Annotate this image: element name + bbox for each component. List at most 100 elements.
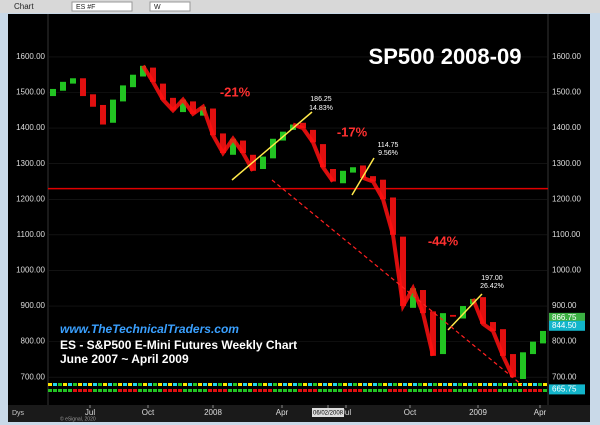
indicator-dot (533, 383, 537, 386)
indicator-dot (513, 383, 517, 386)
indicator-dot (473, 389, 477, 392)
y-tick-label-right: 1300.00 (552, 159, 581, 168)
indicator-dot (83, 389, 87, 392)
annotation: 9.56% (378, 150, 398, 157)
indicator-dot (98, 383, 102, 386)
x-tick-label: Oct (404, 408, 417, 417)
indicator-dot (418, 383, 422, 386)
indicator-dot (268, 383, 272, 386)
candle (80, 78, 86, 97)
indicator-dot (278, 383, 282, 386)
candle (340, 170, 346, 184)
candle (480, 297, 486, 324)
indicator-dot (103, 389, 107, 392)
interval[interactable]: W (154, 4, 161, 11)
candle (60, 81, 66, 91)
annotation: 197.00 (481, 275, 503, 282)
indicator-dot (473, 383, 477, 386)
indicator-dot (138, 389, 142, 392)
indicator-dot (283, 383, 287, 386)
indicator-dot (83, 383, 87, 386)
y-tick-label-right: 900.00 (552, 301, 577, 310)
indicator-dot (453, 389, 457, 392)
indicator-dot (188, 383, 192, 386)
decline-overlay (141, 64, 255, 172)
y-tick-label-right: 1200.00 (552, 194, 581, 203)
indicator-dot (543, 389, 547, 392)
symbol-box[interactable] (71, 1, 133, 12)
indicator-dot (73, 383, 77, 386)
candle (370, 176, 376, 182)
indicator-dot (408, 383, 412, 386)
indicator-dot (443, 389, 447, 392)
indicator-dot (323, 389, 327, 392)
indicator-dot (78, 383, 82, 386)
indicator-dot (373, 389, 377, 392)
candle (420, 290, 426, 314)
interval-box[interactable] (149, 1, 191, 12)
trend-line (447, 293, 483, 331)
indicator-dot (108, 389, 112, 392)
y-tick-label: 1000.00 (16, 266, 45, 275)
indicator-dot (468, 389, 472, 392)
candle (190, 101, 196, 114)
indicator-dot (398, 383, 402, 386)
indicator-dot (133, 389, 137, 392)
candle (120, 85, 126, 102)
candle (240, 140, 246, 154)
indicator-dot (153, 383, 157, 386)
decline-overlay (471, 298, 515, 379)
indicator-dot (273, 383, 277, 386)
indicator-dot (148, 383, 152, 386)
indicator-dot (513, 389, 517, 392)
y-tick-label-right: 1100.00 (552, 230, 581, 239)
indicator-dot (248, 389, 252, 392)
y-tick-label: 1600.00 (16, 52, 45, 61)
symbol[interactable]: ES #F (76, 4, 95, 11)
indicator-dot (58, 389, 62, 392)
indicator-dot (253, 383, 257, 386)
indicator-dot (393, 389, 397, 392)
indicator-dot (218, 383, 222, 386)
indicator-dot (113, 389, 117, 392)
annotation: -17% (337, 124, 368, 139)
candle (510, 354, 516, 378)
indicator-dot (118, 383, 122, 386)
indicator-dot (273, 389, 277, 392)
indicator-dot (348, 383, 352, 386)
annotation: 14.83% (309, 105, 333, 112)
indicator-dot (138, 383, 142, 386)
indicator-dot (543, 383, 547, 386)
indicator-dot (448, 389, 452, 392)
candle (400, 236, 406, 307)
y-tick-label: 1300.00 (16, 159, 45, 168)
indicator-dot (243, 389, 247, 392)
candle (140, 65, 146, 77)
indicator-dot (363, 383, 367, 386)
x-tick-label: Jul (85, 408, 95, 417)
indicator-dot (498, 383, 502, 386)
indicator-dot (378, 389, 382, 392)
indicator-dot (428, 389, 432, 392)
indicator-dot (148, 389, 152, 392)
indicator-dot (333, 389, 337, 392)
indicator-dot (523, 383, 527, 386)
indicator-dot (208, 383, 212, 386)
candle (50, 88, 56, 97)
price-tag-label: 866.75 (552, 313, 577, 322)
indicator-dot (133, 383, 137, 386)
indicator-dot (78, 389, 82, 392)
indicator-dot (343, 383, 347, 386)
indicator-dot (503, 383, 507, 386)
indicator-dot (53, 389, 57, 392)
x-tick-label: Oct (142, 408, 155, 417)
indicator-dot (483, 383, 487, 386)
indicator-dot (68, 389, 72, 392)
candle (380, 179, 386, 200)
indicator-dot (143, 383, 147, 386)
indicator-dot (73, 389, 77, 392)
price-tag-label: 665.75 (552, 385, 577, 394)
plot-panel (8, 14, 590, 422)
indicator-dot (153, 389, 157, 392)
indicator-dot (113, 383, 117, 386)
